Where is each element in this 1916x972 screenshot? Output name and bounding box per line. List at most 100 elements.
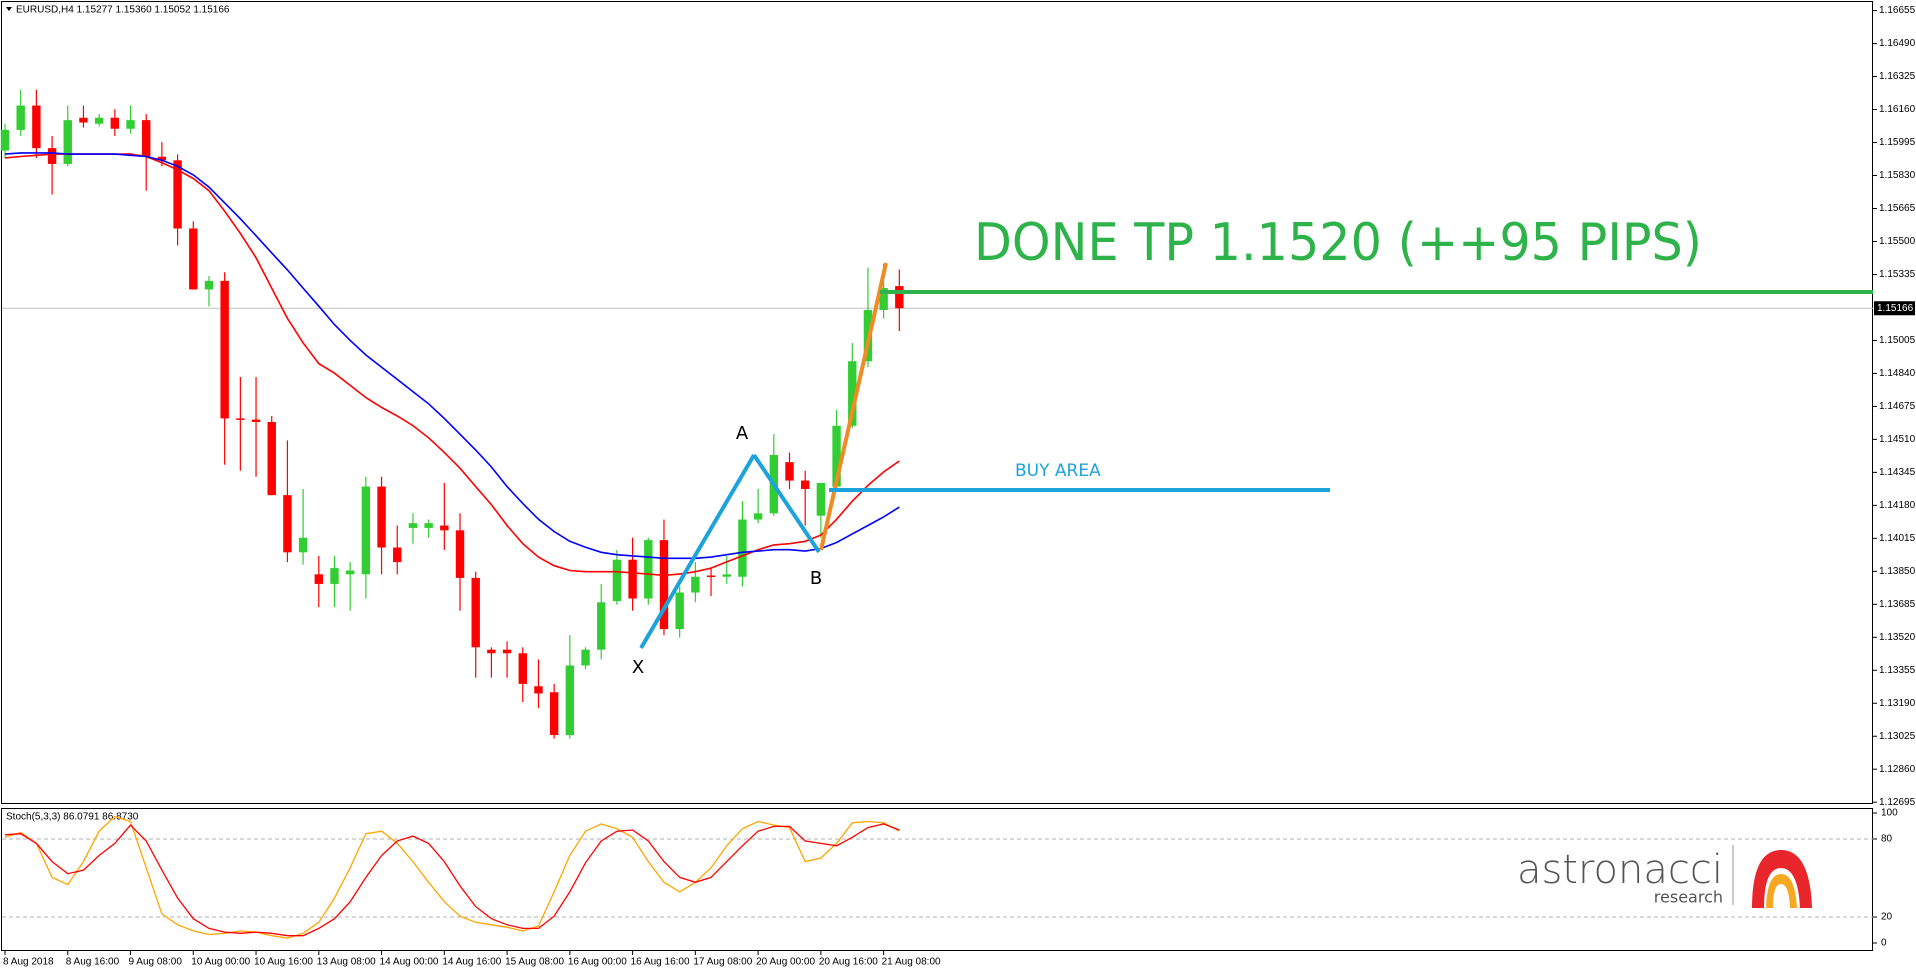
candle-body: [47, 148, 57, 164]
x-tick-label: 9 Aug 08:00: [129, 957, 183, 968]
y-tick-label: 1.13355: [1879, 665, 1916, 676]
y-tick-label: 1.15335: [1879, 269, 1916, 280]
x-tick-label: 8 Aug 16:00: [66, 957, 120, 968]
candle-body: [298, 537, 308, 553]
logo-mark: [1752, 850, 1812, 908]
moving-average: [4, 153, 900, 577]
candle-body: [895, 286, 904, 309]
candle-body: [848, 361, 857, 426]
candle-body: [440, 525, 449, 531]
point-label: B: [810, 568, 822, 589]
y-tick-label: 1.14510: [1879, 434, 1916, 445]
x-tick-label: 10 Aug 00:00: [191, 957, 250, 968]
drawings: DONE TP 1.1520 (++95 PIPS) BUY AREA A B …: [632, 213, 1873, 678]
y-tick-label: 1.16490: [1879, 38, 1916, 49]
candle-body: [377, 486, 386, 548]
candle-body: [283, 495, 292, 553]
candle-body: [738, 519, 747, 577]
x-tick-label: 10 Aug 16:00: [254, 957, 313, 968]
y-tick-label: 1.13685: [1879, 599, 1916, 610]
x-tick-label: 21 Aug 08:00: [882, 957, 941, 968]
candle-body: [628, 559, 637, 599]
candle-body: [659, 540, 669, 630]
candle-body: [565, 665, 575, 736]
impulse-line: [819, 262, 888, 551]
plot: 1.16655 1.16490 1.16325 1.16160 1.15995 1.158…: [0, 5, 1916, 968]
candle-body: [800, 480, 810, 489]
candle-body: [691, 576, 700, 593]
candle-body: [251, 419, 261, 422]
candle-body: [832, 425, 841, 487]
y-tick-label: 1.15830: [1879, 170, 1916, 181]
target-label: DONE TP 1.1520 (++95 PIPS): [974, 213, 1702, 273]
y-tick-label: 1.12695: [1879, 797, 1916, 808]
candle-body: [345, 570, 355, 575]
candle-body: [32, 105, 41, 149]
candle-body: [424, 523, 433, 528]
y-tick-label: 1.15500: [1879, 236, 1916, 247]
y-tick-label: 1.14180: [1879, 500, 1916, 511]
x-tick-label: 16 Aug 00:00: [568, 957, 627, 968]
candle-body: [816, 482, 826, 516]
candle-body: [393, 547, 402, 563]
x-tick-label: 8 Aug 2018: [3, 957, 54, 968]
candle-body: [753, 513, 763, 520]
logo: astronacci research: [1517, 845, 1812, 908]
candle-body: [785, 462, 794, 481]
candle-body: [549, 692, 559, 736]
logo-mark: [1766, 874, 1797, 908]
candle-body: [142, 120, 151, 157]
candle-body: [722, 574, 731, 577]
candle-body: [597, 602, 606, 650]
menu-arrow: [6, 7, 12, 11]
pattern-leg: [639, 453, 756, 650]
y-tick-label: 1.15005: [1879, 335, 1916, 346]
stoch-line: [4, 823, 900, 937]
candle-body: [581, 649, 590, 666]
y-tick-label: 80: [1881, 834, 1893, 845]
x-tick-label: 17 Aug 08:00: [693, 957, 752, 968]
buy-label: BUY AREA: [1015, 461, 1101, 481]
chart-title: EURUSD,H4 1.15277 1.15360 1.15052 1.1516…: [16, 5, 230, 16]
moving-average: [4, 152, 900, 560]
candle-body: [879, 288, 888, 311]
candle-body: [518, 653, 527, 684]
x-tick-label: 14 Aug 00:00: [380, 957, 439, 968]
y-tick-label: 1.14015: [1879, 533, 1916, 544]
y-tick-label: 1.16160: [1879, 104, 1916, 115]
candle-body: [361, 486, 371, 575]
y-tick-label: 1.12860: [1879, 764, 1916, 775]
y-tick-label: 1.13520: [1879, 632, 1916, 643]
x-tick-label: 14 Aug 16:00: [442, 957, 501, 968]
candle-body: [487, 649, 496, 654]
point-label: X: [632, 657, 644, 678]
candle-body: [189, 228, 198, 290]
candle-body: [706, 575, 716, 578]
y-tick-label: 1.13850: [1879, 566, 1916, 577]
y-tick-label: 1.13025: [1879, 731, 1916, 742]
y-tick-label: 100: [1881, 808, 1898, 819]
current-price-box: [1874, 301, 1915, 316]
y-tick-label: 1.14345: [1879, 467, 1916, 478]
candle-body: [0, 129, 10, 151]
candle-body: [220, 280, 229, 419]
candle-body: [63, 120, 72, 164]
current-price-label: 1.15166: [1877, 303, 1914, 314]
x-tick-label: 20 Aug 16:00: [819, 957, 878, 968]
stoch-line: [4, 815, 900, 939]
candle-body: [94, 117, 104, 124]
pattern-leg: [752, 453, 821, 554]
candle-body: [471, 577, 480, 648]
candle-body: [502, 649, 512, 654]
candle-body: [157, 156, 167, 161]
x-tick-label: 20 Aug 00:00: [756, 957, 815, 968]
y-tick-label: 1.14840: [1879, 368, 1916, 379]
y-tick-label: 1.16325: [1879, 71, 1916, 82]
candle-body: [79, 117, 88, 123]
candle-body: [126, 120, 135, 129]
point-label: A: [736, 423, 749, 444]
x-tick-label: 15 Aug 08:00: [505, 957, 564, 968]
candle-body: [236, 418, 245, 420]
